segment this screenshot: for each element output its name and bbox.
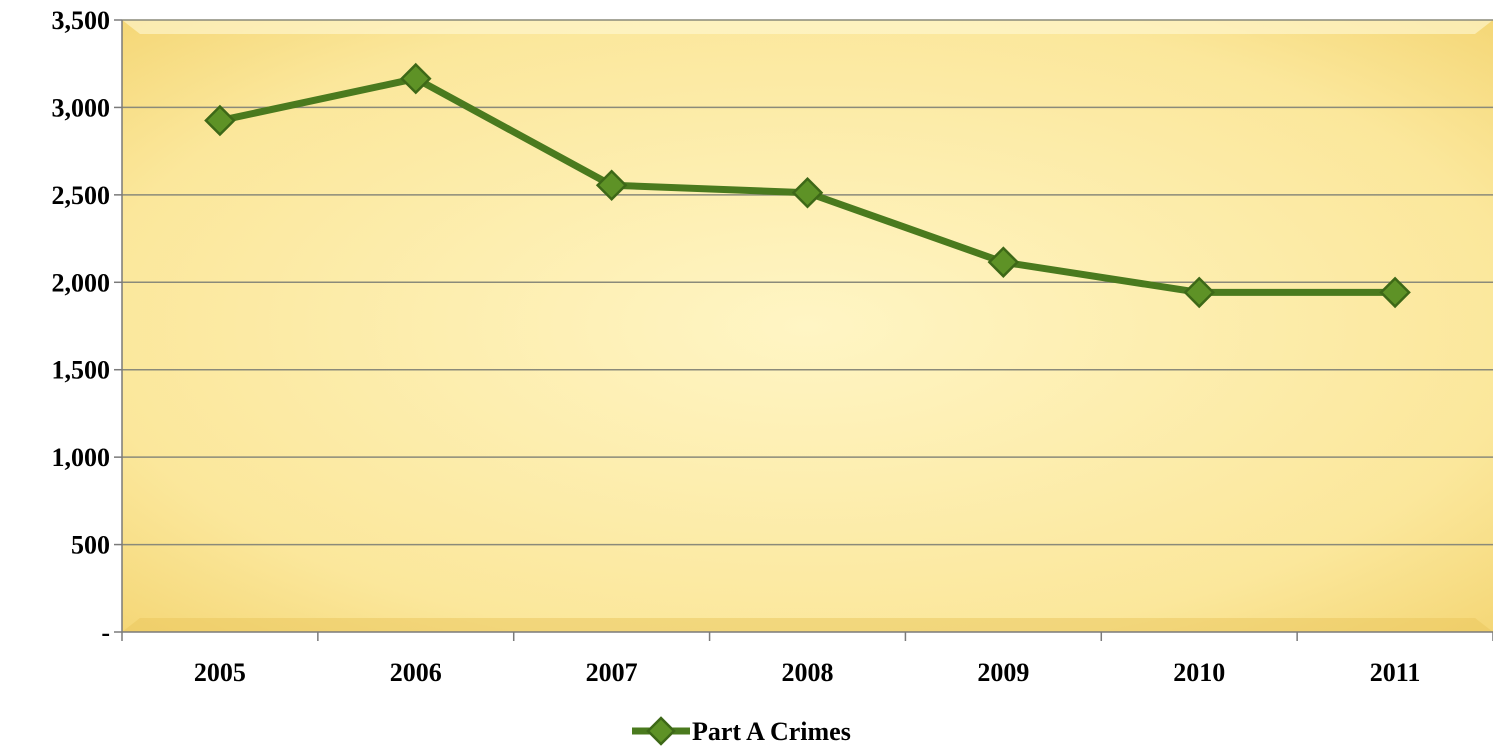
y-tick-label: 3,500 bbox=[52, 6, 111, 35]
plot-bevel-top bbox=[122, 20, 1493, 34]
y-tick-label: 1,000 bbox=[52, 443, 111, 472]
y-tick-label: - bbox=[101, 618, 110, 647]
legend-marker bbox=[646, 716, 676, 746]
plot-area bbox=[122, 20, 1493, 632]
y-tick-label: 2,500 bbox=[52, 181, 111, 210]
y-tick-label: 3,000 bbox=[52, 93, 111, 122]
axes bbox=[114, 19, 1493, 641]
data-point-marker bbox=[204, 104, 236, 137]
y-tick-label: 500 bbox=[71, 531, 110, 560]
y-tick-label: 2,000 bbox=[52, 268, 111, 297]
legend-label: Part A Crimes bbox=[692, 717, 851, 746]
series bbox=[204, 62, 1411, 309]
y-axis-ticks: - 500 1,000 1,500 2,000 2,500 3,000 3,500 bbox=[52, 6, 111, 647]
x-tick-label: 2010 bbox=[1173, 658, 1225, 687]
y-tick-label: 1,500 bbox=[52, 356, 111, 385]
x-tick-label: 2007 bbox=[586, 658, 638, 687]
data-point-marker bbox=[987, 246, 1020, 278]
data-point-marker bbox=[791, 176, 824, 209]
x-tick-label: 2009 bbox=[977, 658, 1029, 687]
x-tick-label: 2008 bbox=[782, 658, 834, 687]
data-point-marker bbox=[1379, 276, 1411, 309]
legend: Part A Crimes bbox=[632, 716, 851, 746]
plot-bevel-bottom bbox=[122, 618, 1493, 632]
data-point-marker bbox=[1183, 276, 1215, 309]
data-point-marker bbox=[400, 62, 432, 95]
x-axis-ticks: 2005 2006 2007 2008 2009 2010 2011 bbox=[194, 658, 1420, 687]
data-point-marker bbox=[595, 169, 628, 202]
x-tick-label: 2006 bbox=[390, 658, 442, 687]
gridlines bbox=[122, 19, 1493, 632]
x-tick-label: 2005 bbox=[194, 658, 246, 687]
x-tick-label: 2011 bbox=[1370, 658, 1421, 687]
